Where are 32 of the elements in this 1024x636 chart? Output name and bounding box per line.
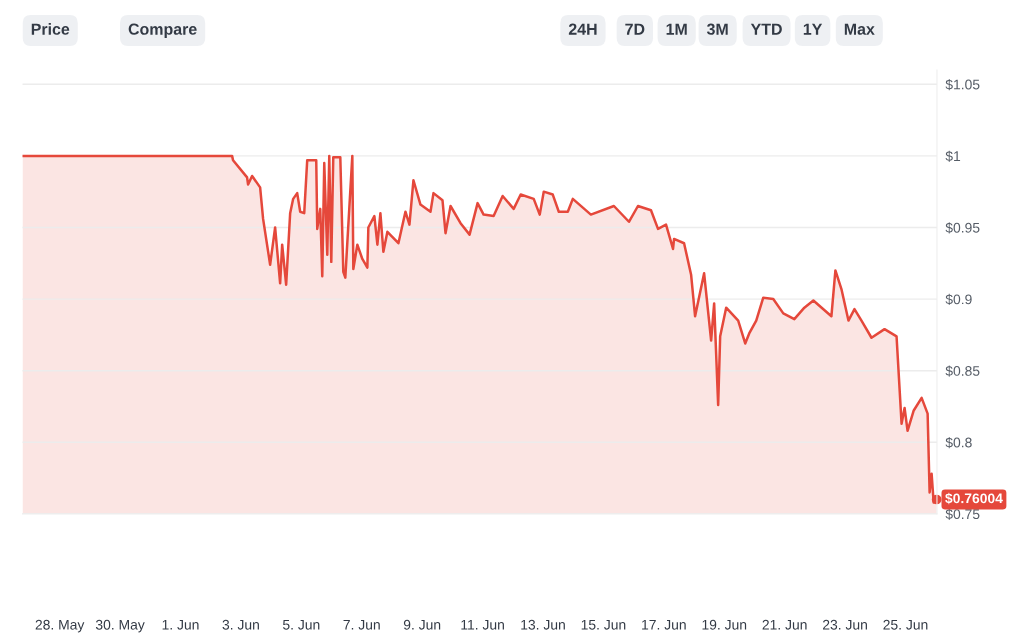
y-tick-label: $0.8: [945, 437, 972, 449]
x-tick-label: 21. Jun: [762, 619, 807, 630]
x-tick-label: 23. Jun: [823, 619, 867, 630]
x-tick-label: 7. Jun: [343, 619, 380, 630]
y-tick-label: $0.75: [945, 508, 980, 520]
text: Price: [31, 23, 70, 35]
x-tick-label: 3. Jun: [222, 619, 259, 630]
x-tick-label: 15. Jun: [581, 619, 626, 630]
text: 1Y: [803, 23, 823, 35]
text: 3M: [706, 23, 728, 35]
text: YTD: [750, 23, 782, 35]
text: 7D: [625, 23, 645, 35]
text: Max: [844, 23, 875, 35]
x-tick-label: 17. Jun: [642, 619, 686, 630]
x-tick-label: 30. May: [95, 619, 145, 633]
x-tick-label: 28. May: [35, 619, 85, 633]
y-tick-label: $0.95: [945, 222, 980, 234]
y-tick-label: $0.9: [945, 293, 972, 306]
text: 1M: [666, 23, 687, 35]
x-tick-label: 1. Jun: [162, 619, 199, 630]
y-tick-label: $0.85: [945, 365, 980, 377]
x-tick-label: 5. Jun: [282, 619, 320, 630]
x-tick-label: 13. Jun: [521, 619, 565, 630]
text: Compare: [128, 23, 197, 38]
annotation: $0.76004: [945, 492, 1003, 505]
y-tick-label: $1: [945, 150, 961, 162]
x-tick-label: 19. Jun: [702, 619, 747, 630]
x-tick-label: 9. Jun: [403, 619, 441, 630]
x-tick-label: 11. Jun: [461, 619, 504, 630]
y-tick-label: $1.05: [945, 79, 980, 91]
x-tick-label: 25. Jun: [883, 619, 928, 630]
text: 24H: [568, 23, 597, 35]
